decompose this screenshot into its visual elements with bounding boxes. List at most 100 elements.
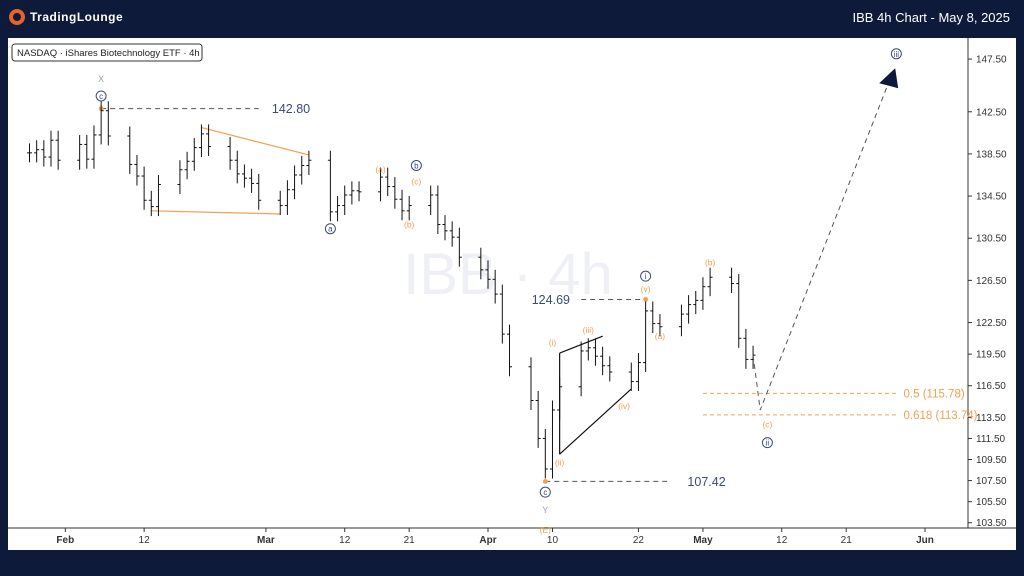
price-bar xyxy=(134,154,140,186)
logo-icon xyxy=(9,9,25,25)
y-tick-label: 138.50 xyxy=(976,149,1007,160)
x-tick-label: 10 xyxy=(547,535,559,546)
price-bar xyxy=(428,185,434,216)
wave-label: (v) xyxy=(641,284,651,294)
price-bar xyxy=(628,362,634,392)
y-tick-label: 130.50 xyxy=(976,234,1007,245)
header-bar: TradingLounge IBB 4h Chart - May 8, 2025 xyxy=(0,0,1024,36)
price-bar xyxy=(41,140,47,167)
price-bar xyxy=(227,137,233,170)
wave-label: c xyxy=(99,92,103,101)
footer-bar xyxy=(0,550,1024,576)
price-bar xyxy=(198,124,204,158)
price-bar xyxy=(148,190,154,217)
price-bar xyxy=(26,143,32,163)
wave-label: (i) xyxy=(549,338,557,348)
wave-label: i xyxy=(645,272,647,281)
price-bar xyxy=(707,267,713,297)
price-bar xyxy=(249,168,255,193)
fib-level-label: 0.5 (115.78) xyxy=(904,388,965,400)
wave-label: (iii) xyxy=(583,325,594,335)
price-bar xyxy=(499,284,505,344)
price-bar xyxy=(643,301,649,373)
price-bar xyxy=(535,391,541,448)
price-bar xyxy=(48,130,54,167)
price-level-dot xyxy=(643,297,649,302)
x-tick-label: Jun xyxy=(916,535,934,546)
y-tick-label: 103.50 xyxy=(976,518,1007,529)
wave-label-circle xyxy=(761,437,773,449)
y-tick-label: 122.50 xyxy=(976,318,1007,329)
y-tick-label: 109.50 xyxy=(976,455,1007,466)
price-bar xyxy=(678,304,684,337)
x-tick-label: Apr xyxy=(479,535,496,546)
wave-label-circle xyxy=(890,48,902,60)
triangle-upper-line xyxy=(201,126,310,156)
price-bar xyxy=(184,151,190,180)
price-bar xyxy=(399,189,405,221)
triangle-lower-line xyxy=(151,210,281,215)
y-tick-label: 105.50 xyxy=(976,497,1007,508)
wave-label: Y xyxy=(542,505,548,515)
y-tick-label: 116.50 xyxy=(976,381,1006,392)
y-tick-label: 107.50 xyxy=(976,476,1007,487)
symbol-box xyxy=(11,43,203,62)
price-bar xyxy=(127,126,133,174)
price-bar xyxy=(686,295,692,324)
price-bar xyxy=(736,274,742,348)
price-bar xyxy=(528,357,534,410)
x-tick-label: Feb xyxy=(56,535,74,546)
y-tick-label: 119.50 xyxy=(976,350,1006,361)
chart-title: IBB 4h Chart - May 8, 2025 xyxy=(852,10,1010,25)
price-bar xyxy=(55,130,61,170)
y-tick-label: 126.50 xyxy=(976,276,1007,287)
wave-label: c xyxy=(543,488,547,497)
price-bar xyxy=(549,400,555,479)
wave-label-circle xyxy=(410,160,422,172)
wave-label-circle xyxy=(539,486,551,498)
price-bar xyxy=(327,150,333,222)
price-bar xyxy=(700,277,706,310)
wave-label: (a) xyxy=(655,331,666,341)
price-bar xyxy=(385,167,391,197)
price-bar xyxy=(392,177,398,209)
wave-label: (b) xyxy=(404,220,415,230)
y-tick-label: 113.50 xyxy=(976,413,1006,424)
price-bar xyxy=(456,227,462,267)
price-bar xyxy=(378,167,384,202)
price-bar xyxy=(635,353,641,392)
wave-label-circle xyxy=(95,90,107,102)
price-bar xyxy=(557,377,563,420)
price-bar xyxy=(650,301,656,334)
wave-label-circle xyxy=(640,270,652,282)
price-bar xyxy=(234,150,240,184)
price-bar xyxy=(277,190,283,216)
x-tick-label: May xyxy=(693,535,713,546)
wave-label-circle xyxy=(324,223,336,235)
price-bar xyxy=(578,341,584,397)
price-bar xyxy=(485,260,491,289)
price-level-dot xyxy=(542,479,548,484)
price-bar xyxy=(406,196,412,221)
price-bar xyxy=(729,267,735,294)
wave-label: X xyxy=(98,74,104,84)
price-bar xyxy=(342,185,348,216)
price-bar xyxy=(356,181,362,202)
price-bar xyxy=(98,101,104,145)
x-tick-label: 12 xyxy=(776,535,788,546)
x-tick-label: 21 xyxy=(841,535,853,546)
price-bar xyxy=(256,173,262,210)
price-bar xyxy=(299,156,305,185)
wave-label: (a) xyxy=(375,165,386,175)
y-tick-label: 134.50 xyxy=(976,192,1007,203)
price-bar xyxy=(335,196,341,222)
wave-label: (ii) xyxy=(555,458,565,468)
price-bar xyxy=(177,160,183,194)
price-bar xyxy=(141,166,147,210)
price-bar xyxy=(435,185,441,234)
watermark: IBB · 4h xyxy=(403,242,613,307)
price-bar xyxy=(105,101,111,146)
x-tick-label: 12 xyxy=(339,535,351,546)
price-bar xyxy=(284,180,290,216)
price-bar xyxy=(442,215,448,241)
